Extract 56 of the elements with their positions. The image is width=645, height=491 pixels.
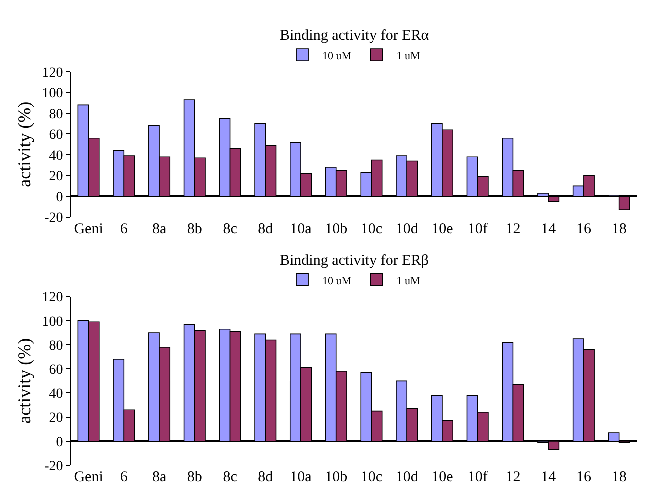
x-tick-label: 18 [612,221,627,238]
x-tick-label: 18 [612,470,627,486]
x-tick-label: 16 [576,221,592,238]
y-tick-label: 20 [49,411,64,426]
x-tick-label: 10e [432,470,454,486]
x-tick-label: 8d [258,221,274,238]
y-tick-label: 0 [56,435,64,450]
x-tick-label: 14 [541,470,557,486]
legend-label: 1 uM [396,275,421,288]
y-axis-title: activity (%) [14,102,35,188]
x-tick-label: 10d [396,470,419,486]
x-tick-label: 10a [290,221,312,238]
x-tick-label: 10c [360,221,383,238]
y-tick-label: 100 [42,314,64,330]
y-tick-label: 80 [49,338,64,354]
x-tick-label: 10c [360,470,383,486]
x-tick-label: 10e [432,221,454,238]
x-tick-label: 8c [223,470,238,486]
y-tick-label: -20 [44,459,64,474]
x-tick-label: Geni [74,470,104,486]
x-tick-label: 14 [541,221,557,238]
y-axis-title: activity (%) [14,338,35,424]
y-tick-label: 40 [49,148,64,164]
x-tick-label: 10f [468,470,488,486]
x-tick-label: Geni [74,221,104,238]
y-tick-label: 80 [49,107,64,122]
chart-title: Binding activity for ERβ [280,253,429,269]
y-tick-label: -20 [44,211,64,226]
y-tick-label: 100 [42,86,64,102]
x-tick-label: 8c [223,221,238,238]
x-tick-label: 8d [258,470,274,486]
x-tick-label: 10d [396,221,419,238]
y-tick-label: 60 [49,128,64,144]
y-tick-label: 120 [42,290,64,306]
x-tick-label: 6 [120,470,128,486]
y-tick-label: 0 [56,190,64,206]
y-tick-label: 20 [49,170,64,185]
legend-label: 10 uM [322,50,352,62]
x-tick-label: 8b [187,470,202,486]
x-tick-label: 8b [187,221,202,238]
legend-label: 10 uM [322,275,352,288]
x-tick-label: 10f [468,221,488,238]
y-tick-label: 60 [49,363,64,378]
x-tick-label: 12 [506,470,521,486]
chart-title: Binding activity for ERα [280,28,430,44]
x-tick-label: 10b [325,470,348,486]
x-tick-label: 16 [576,470,592,486]
legend-label: 1 uM [396,50,421,62]
y-tick-label: 40 [49,387,64,402]
x-tick-label: 12 [506,221,521,238]
x-tick-label: 8a [152,470,167,486]
x-tick-label: 10a [290,470,312,486]
y-tick-label: 120 [42,66,64,81]
x-tick-label: 6 [120,221,128,238]
x-tick-label: 8a [152,221,167,238]
x-tick-label: 10b [325,221,348,238]
